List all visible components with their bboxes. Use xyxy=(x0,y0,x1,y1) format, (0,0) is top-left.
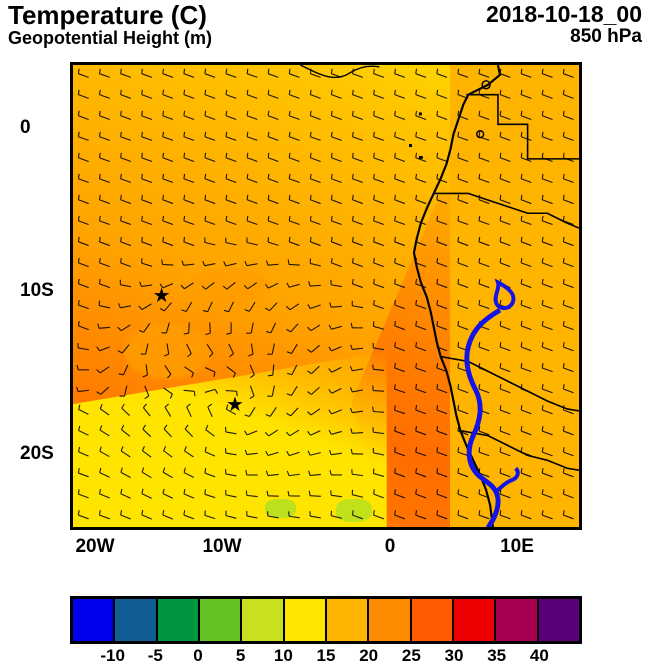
colorbar-container: -10 -5 0 5 10 15 20 25 30 35 40 xyxy=(70,596,582,670)
y-tick-1: 10S xyxy=(20,280,54,302)
x-tick-1: 10W xyxy=(202,536,241,558)
colorbar-labels: -10 -5 0 5 10 15 20 25 30 35 40 xyxy=(70,646,582,670)
colorbar-swatch-1 xyxy=(115,599,157,641)
colorbar-tick-4: 10 xyxy=(274,646,293,666)
colorbar-swatch-6 xyxy=(327,599,369,641)
colorbar-tick-0: -10 xyxy=(100,646,125,666)
x-tick-2: 0 xyxy=(385,536,396,558)
colorbar-tick-6: 20 xyxy=(359,646,378,666)
colorbar xyxy=(70,596,582,644)
colorbar-tick-5: 15 xyxy=(317,646,336,666)
level-label: 850 hPa xyxy=(486,27,642,48)
colorbar-swatch-9 xyxy=(454,599,496,641)
title-block: Temperature (C) Geopotential Height (m) xyxy=(8,2,212,48)
weather-map-root: Temperature (C) Geopotential Height (m) … xyxy=(0,0,650,667)
colorbar-tick-10: 40 xyxy=(530,646,549,666)
map-plot-area[interactable]: ★ ★ xyxy=(70,62,582,530)
storm-center-marker-1[interactable]: ★ xyxy=(153,286,171,306)
colorbar-tick-7: 25 xyxy=(402,646,421,666)
x-tick-0: 20W xyxy=(75,536,114,558)
y-tick-0: 0 xyxy=(20,117,31,139)
colorbar-swatch-8 xyxy=(412,599,454,641)
date-block: 2018-10-18_00 850 hPa xyxy=(486,2,642,48)
colorbar-swatch-5 xyxy=(285,599,327,641)
colorbar-swatch-7 xyxy=(369,599,411,641)
y-tick-2: 20S xyxy=(20,443,54,465)
colorbar-swatch-11 xyxy=(539,599,579,641)
river-line xyxy=(73,65,579,528)
x-tick-3: 10E xyxy=(500,536,534,558)
colorbar-swatch-0 xyxy=(73,599,115,641)
date-label: 2018-10-18_00 xyxy=(486,2,642,27)
storm-center-marker-2[interactable]: ★ xyxy=(226,395,244,415)
colorbar-swatch-3 xyxy=(200,599,242,641)
colorbar-tick-9: 35 xyxy=(487,646,506,666)
colorbar-tick-1: -5 xyxy=(148,646,163,666)
colorbar-swatch-2 xyxy=(158,599,200,641)
colorbar-swatch-10 xyxy=(496,599,538,641)
main-title: Temperature (C) xyxy=(8,2,212,29)
colorbar-swatch-4 xyxy=(242,599,284,641)
sub-title: Geopotential Height (m) xyxy=(8,29,212,48)
colorbar-tick-3: 5 xyxy=(236,646,245,666)
colorbar-tick-8: 30 xyxy=(445,646,464,666)
colorbar-tick-2: 0 xyxy=(193,646,202,666)
